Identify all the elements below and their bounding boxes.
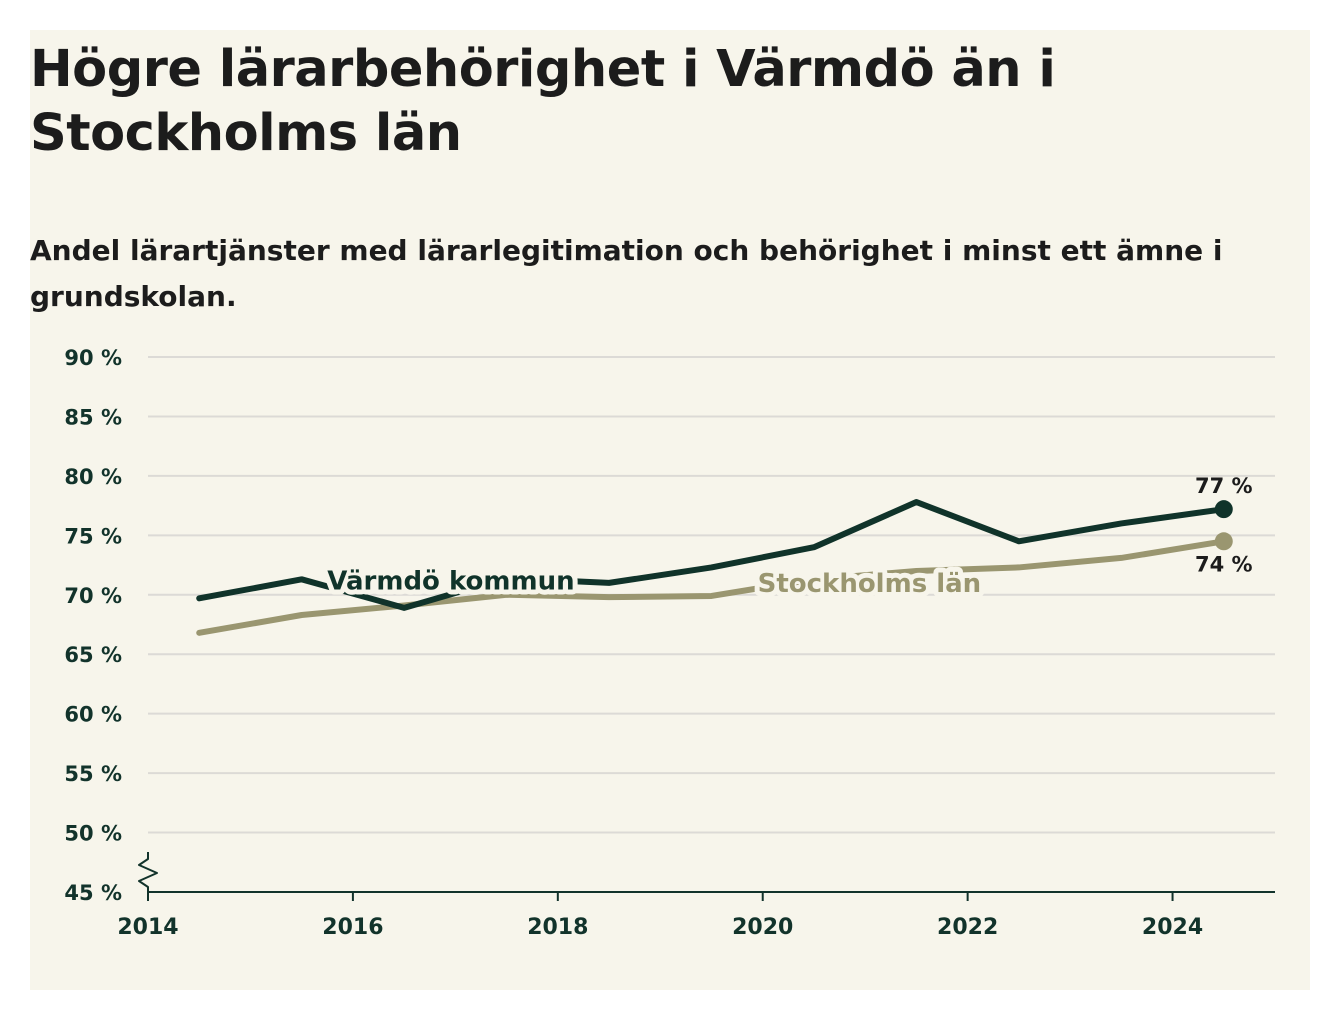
series-line-stockholm [196,538,1227,636]
x-tick-label: 2022 [937,915,998,940]
series-label-varmdo: Värmdö kommun [327,567,574,597]
y-tick-label: 55 % [64,762,122,786]
x-tick-label: 2024 [1142,915,1203,940]
y-tick-label: 85 % [64,405,122,429]
x-tick-label: 2020 [732,915,793,940]
chart-subtitle: Andel lärartjänster med lärarlegitimatio… [30,234,1223,313]
x-tick-label: 2014 [117,915,178,940]
y-axis-ticks: 45 % 50 % 55 % 60 % 65 % 70 % 75 % 80 % 85 % 90 % [64,346,122,905]
end-label-stockholm: 74 % [1195,552,1253,576]
series-lines [196,499,1233,636]
series-labels: 77 % 74 % Värmdö kommun Stockholms län [322,474,1253,604]
y-tick-label: 60 % [64,703,122,727]
x-axis: 2014 2016 2018 2020 2022 2024 [117,852,1275,940]
chart-title: Högre lärarbehörighet i Värmdö än i Stoc… [30,40,1056,163]
y-tick-label: 70 % [64,584,122,608]
x-tick-label: 2018 [527,915,588,940]
end-point-stockholm [1214,532,1233,551]
y-tick-label: 90 % [64,346,122,370]
end-point-varmdo [1214,500,1233,519]
series-line-varmdo [196,499,1227,611]
axis-break-icon [138,852,158,892]
y-tick-label: 75 % [64,524,122,548]
line-chart: 45 % 50 % 55 % 60 % 65 % 70 % 75 % 80 % 85 % 90 %… [64,346,1275,940]
y-tick-label: 50 % [64,822,122,846]
series-label-stockholm: Stockholms län [758,569,982,599]
y-tick-label: 80 % [64,465,122,489]
x-tick-label: 2016 [322,915,383,940]
chart-card: Högre lärarbehörighet i Värmdö än i Stoc… [30,30,1310,990]
y-tick-label: 45 % [64,881,122,905]
end-label-varmdo: 77 % [1195,474,1253,498]
y-tick-label: 65 % [64,643,122,667]
